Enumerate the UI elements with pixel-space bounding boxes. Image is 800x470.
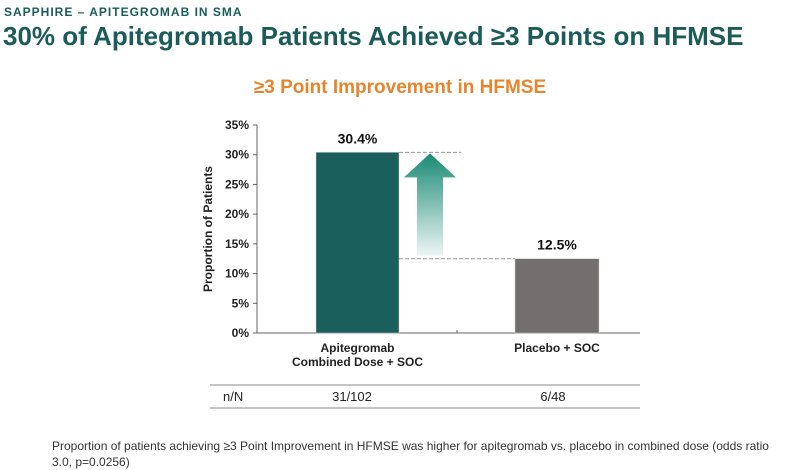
table-cell: 6/48 xyxy=(540,389,565,404)
x-tick-label: Placebo + SOC xyxy=(514,341,600,355)
footnote: Proportion of patients achieving ≥3 Poin… xyxy=(52,439,769,469)
slide-title: 30% of Apitegromab Patients Achieved ≥3 … xyxy=(3,21,744,51)
y-tick-label: 30% xyxy=(225,148,249,162)
y-tick-label: 25% xyxy=(225,177,249,191)
data-label: 30.4% xyxy=(338,130,378,146)
bar xyxy=(315,152,400,334)
y-axis-label: Proportion of Patients xyxy=(201,166,215,292)
y-tick-label: 0% xyxy=(232,326,250,340)
slide-eyebrow: SAPPHIRE – APITEGROMAB IN SMA xyxy=(4,5,243,19)
data-label: 12.5% xyxy=(537,237,577,253)
difference-arrow-icon xyxy=(404,153,456,256)
bar xyxy=(514,258,600,334)
x-tick-label: Apitegromab xyxy=(320,341,394,355)
table-cell: 31/102 xyxy=(332,389,372,404)
y-tick-label: 5% xyxy=(232,296,250,310)
y-tick-label: 20% xyxy=(225,207,249,221)
table-row-label: n/N xyxy=(223,389,243,404)
chart-title: ≥3 Point Improvement in HFMSE xyxy=(253,77,547,98)
y-tick-label: 35% xyxy=(225,118,249,132)
y-tick-label: 15% xyxy=(225,237,249,251)
y-tick-label: 10% xyxy=(225,267,249,281)
x-tick-label: Combined Dose + SOC xyxy=(292,355,423,369)
